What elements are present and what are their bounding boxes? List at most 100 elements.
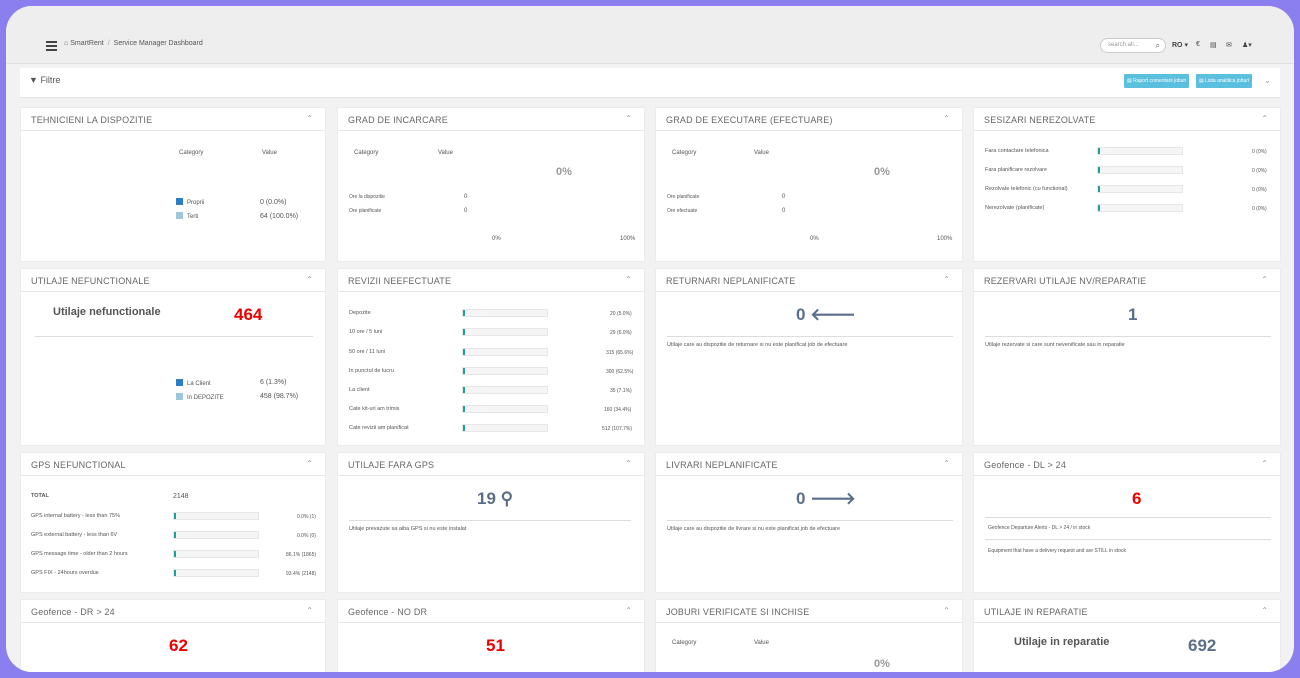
card-unplanned-returns: RETURNARI NEPLANIFICATE ⌃ 0 🡐 Utilaje car… [655,268,963,446]
card-title: Geofence - DR > 24 [31,607,115,617]
kpi-value: 0 [796,305,806,324]
divider [35,336,313,337]
row-label: GPS internal battery - less than 75% [31,513,120,519]
legend-label: Terti [187,214,199,220]
collapse-icon[interactable]: ⌃ [1261,114,1268,123]
row-value: 0.0% (0) [297,533,316,539]
language-select[interactable]: RO ▾ [1172,42,1188,49]
collapse-icon[interactable]: ⌃ [306,114,313,123]
breadcrumb-current: Service Manager Dashboard [113,40,203,47]
card-title: REZERVARI UTILAJE NV/REPARATIE [984,276,1147,286]
row-value: 315 (65.6%) [606,350,634,356]
chevron-down-icon[interactable]: ⌄ [1264,76,1271,85]
card-title: GPS NEFUNCTIONAL [31,460,126,470]
row-label: Rezolvate telefonic (cu functional) [985,186,1068,192]
collapse-icon[interactable]: ⌃ [943,606,950,615]
search-input[interactable]: search all... ⌕ [1100,38,1166,53]
kpi-value: 62 [169,636,188,655]
filters-label: Filtre [40,75,61,85]
collapse-icon[interactable]: ⌃ [625,114,632,123]
list-icon[interactable]: ▤ [1210,42,1217,49]
collapse-icon[interactable]: ⌃ [625,606,632,615]
legend-swatch [176,212,183,219]
row-value: 0 (0%) [1252,187,1267,193]
card-title: Geofence - DL > 24 [984,460,1067,470]
gauge-value: 0% [874,658,890,670]
divider [349,520,631,521]
search-icon[interactable]: ⌕ [1155,41,1160,50]
progress-bar [173,569,259,577]
row-value: 160 (34.4%) [604,407,632,413]
kpi-value: 1 [1128,305,1138,324]
legend-item[interactable]: La Client [176,379,211,387]
row-label: In punctul de lucru [349,368,394,374]
menu-icon[interactable] [46,41,57,53]
kpi-value: 0 [796,489,806,508]
report-button[interactable]: ▤ Raport comentarii joburi [1124,74,1190,88]
collapse-icon[interactable]: ⌃ [625,459,632,468]
gauge-value: 0% [874,166,890,178]
column-header: Category [672,150,697,156]
card-description: Utilaje care au dispozitie de returnare … [667,342,848,348]
arrow-left-icon: 🡐 [810,305,856,324]
card-description: Utilaje rezervate si care sunt nevenific… [985,342,1125,348]
progress-bar [1097,147,1183,155]
row-label: Cate revizii am planificat [349,425,409,431]
collapse-icon[interactable]: ⌃ [943,114,950,123]
breadcrumb-home[interactable]: SmartRent [70,40,104,47]
row-value: 0 [782,208,786,214]
card-description: Equipment that have a delivery request a… [988,548,1126,554]
progress-bar [462,367,548,375]
divider [985,336,1271,337]
axis-min: 0% [810,236,819,242]
card-title: UTILAJE NEFUNCTIONALE [31,276,150,286]
card-title: LIVRARI NEPLANIFICATE [666,460,778,470]
collapse-icon[interactable]: ⌃ [625,275,632,284]
row-label: Ore planificate [667,194,700,200]
collapse-icon[interactable]: ⌃ [306,275,313,284]
column-header: Category [672,640,697,646]
filters-toggle[interactable]: ▼ Filtre [29,75,60,85]
total-value: 2148 [173,493,189,500]
progress-bar [1097,166,1183,174]
card-title: Geofence - NO DR [348,607,428,617]
legend-item[interactable]: Proprii [176,198,204,206]
legend-label: La Client [187,381,211,387]
axis-max: 100% [620,236,636,242]
analytics-list-button-label: Lista analitica joburi [1205,78,1250,84]
collapse-icon[interactable]: ⌃ [306,459,313,468]
card-unplanned-deliveries: LIVRARI NEPLANIFICATE ⌃ 0 🡒 Utilaje care … [655,452,963,593]
row-label: GPS FIX - 24hours overdue [31,570,99,576]
collapse-icon[interactable]: ⌃ [943,275,950,284]
user-icon[interactable]: ♟▾ [1242,42,1252,49]
legend-item[interactable]: Terti [176,212,198,220]
row-label: Cate kit-uri am trimis [349,406,400,412]
axis-max: 100% [937,236,953,242]
collapse-icon[interactable]: ⌃ [1261,459,1268,468]
card-gps-nonfunctional: GPS NEFUNCTIONAL ⌃ TOTAL 2148 GPS interna… [20,452,326,593]
kpi-value: 6 [1132,489,1142,508]
collapse-icon[interactable]: ⌃ [1261,275,1268,284]
collapse-icon[interactable]: ⌃ [306,606,313,615]
legend-swatch [176,379,183,386]
currency-icon[interactable]: € [1196,41,1200,48]
legend-item[interactable]: In DEPOZITE [176,393,224,401]
row-value: 64 (100.0%) [260,213,299,220]
collapse-icon[interactable]: ⌃ [943,459,950,468]
card-description: Utilaje prevazute sa aiba GPS si nu este… [349,526,467,532]
legend-swatch [176,198,183,205]
progress-bar [462,328,548,336]
card-execution-degree: GRAD DE EXECUTARE (EFECTUARE) ⌃ Category … [655,107,963,262]
collapse-icon[interactable]: ⌃ [1261,606,1268,615]
row-label: Nerezolvate (planificate) [985,205,1045,211]
app-window: ⌂ SmartRent / Service Manager Dashboard sea… [6,6,1294,672]
analytics-list-button[interactable]: ▤ Lista analitica joburi [1196,74,1253,88]
divider [985,539,1271,540]
total-label: TOTAL [31,493,49,499]
row-value: 0 [464,208,468,214]
axis-min: 0% [492,236,501,242]
legend-swatch [176,393,183,400]
mail-icon[interactable]: ✉ [1226,42,1232,49]
row-label: Depozite [349,310,371,316]
row-value: 93.4% (2148) [286,571,317,577]
